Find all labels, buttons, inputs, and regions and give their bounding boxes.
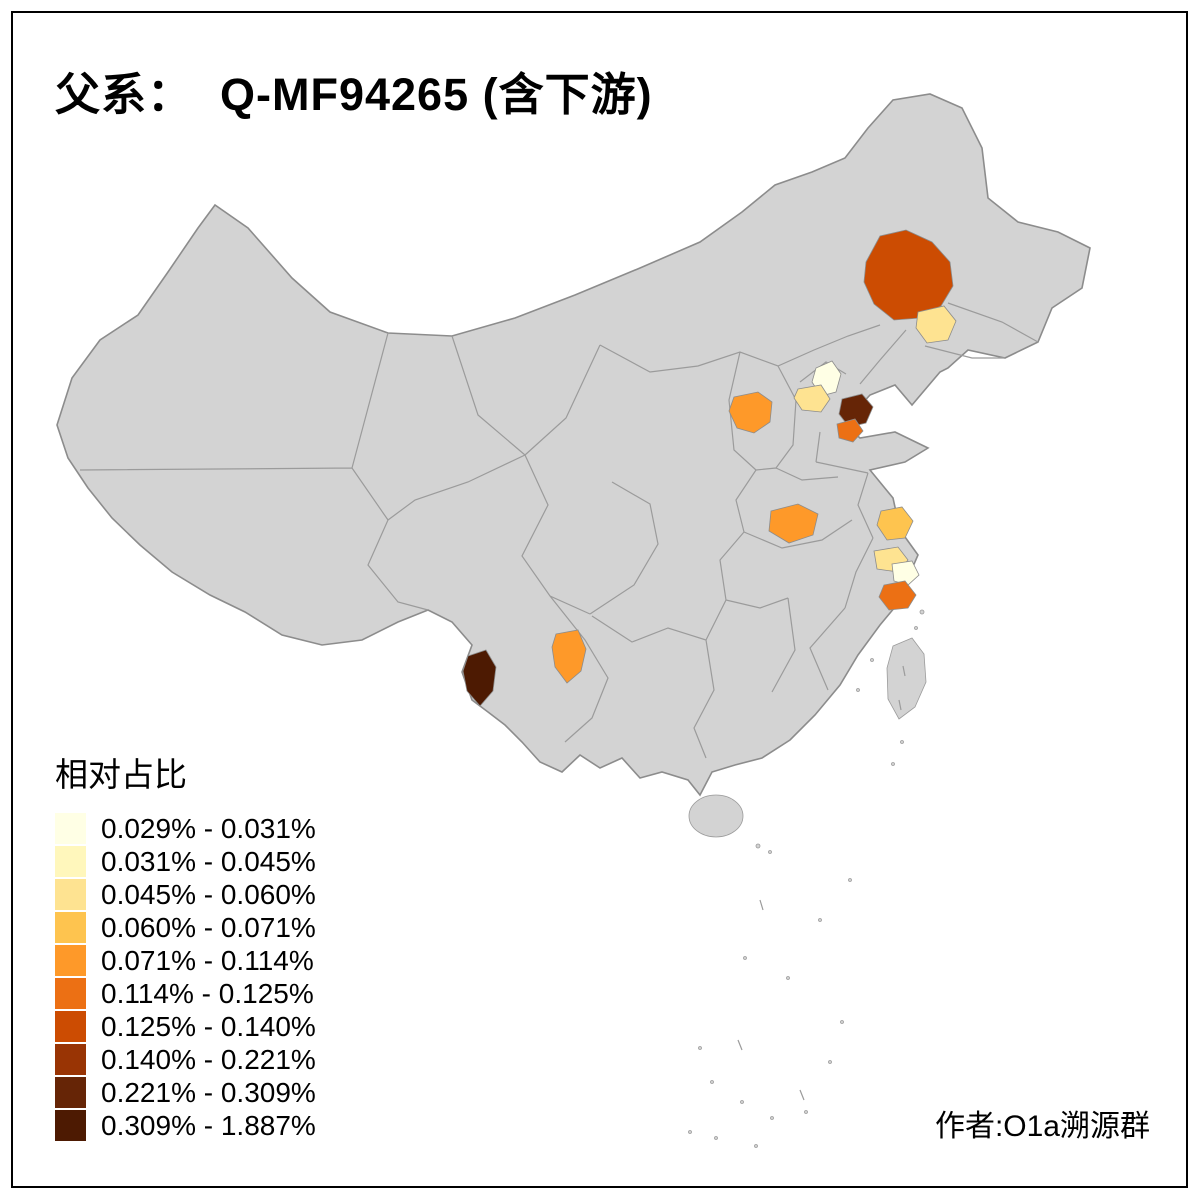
islands-group: [688, 609, 927, 1148]
legend-title: 相对占比: [55, 756, 187, 793]
legend-item: 0.221% - 0.309%: [55, 1076, 316, 1109]
legend-swatch: [55, 1011, 86, 1042]
china-mainland: [56, 93, 1091, 797]
legend-label: 0.114% - 0.125%: [101, 977, 314, 1009]
legend-label: 0.031% - 0.045%: [101, 845, 316, 877]
legend-item: 0.060% - 0.071%: [55, 911, 316, 944]
legend-item: 0.029% - 0.031%: [55, 812, 316, 845]
legend-item: 0.125% - 0.140%: [55, 1010, 316, 1043]
region-beijing-area-yellow: [793, 384, 831, 413]
legend-label: 0.221% - 0.309%: [101, 1076, 316, 1108]
legend-swatch: [55, 1077, 86, 1108]
legend-swatch: [55, 945, 86, 976]
legend-swatch: [55, 1044, 86, 1075]
legend-label: 0.125% - 0.140%: [101, 1010, 316, 1042]
attribution: 作者:O1a溯源群: [934, 1110, 1150, 1143]
legend-swatch: [55, 879, 86, 910]
legend-swatch: [55, 846, 86, 877]
legend-label: 0.045% - 0.060%: [101, 878, 316, 910]
legend-label: 0.029% - 0.031%: [101, 812, 316, 844]
legend-label: 0.060% - 0.071%: [101, 911, 316, 943]
region-zhejiang-coast-orange: [878, 580, 917, 611]
region-henan-area: [768, 503, 819, 544]
map-title: 父系： Q-MF94265 (含下游): [55, 69, 653, 120]
legend-swatch: [55, 1110, 86, 1141]
legend-item: 0.114% - 0.125%: [55, 977, 316, 1010]
legend-item: 0.140% - 0.221%: [55, 1043, 316, 1076]
taiwan-island: [886, 637, 927, 720]
region-shanghai-area-pale: [891, 560, 920, 586]
hainan-island: [688, 794, 744, 838]
region-northeast-small: [915, 305, 957, 344]
region-hebei-coast-dark: [838, 393, 874, 428]
legend-label: 0.071% - 0.114%: [101, 944, 314, 976]
legend-label: 0.140% - 0.221%: [101, 1043, 316, 1075]
legend-swatch: [55, 978, 86, 1009]
region-shanxi-area: [728, 391, 773, 434]
legend-item: 0.309% - 1.887%: [55, 1109, 316, 1142]
region-yunnan-central: [551, 629, 587, 684]
sea-dashes: [737, 665, 906, 1101]
legend-item: 0.071% - 0.114%: [55, 944, 316, 977]
legend-label: 0.309% - 1.887%: [101, 1109, 316, 1141]
legend-item: 0.045% - 0.060%: [55, 878, 316, 911]
region-yunnan-west-dark: [462, 649, 497, 707]
region-northeast-large: [863, 229, 954, 321]
province-borders: [79, 302, 1039, 759]
legend: 相对占比 0.029% - 0.031% 0.031% - 0.045% 0.0…: [55, 748, 316, 1142]
legend-swatch: [55, 912, 86, 943]
region-jiangsu-north: [876, 506, 914, 541]
legend-swatch: [55, 813, 86, 844]
region-tianjin-area-orange: [836, 418, 864, 443]
legend-item: 0.031% - 0.045%: [55, 845, 316, 878]
